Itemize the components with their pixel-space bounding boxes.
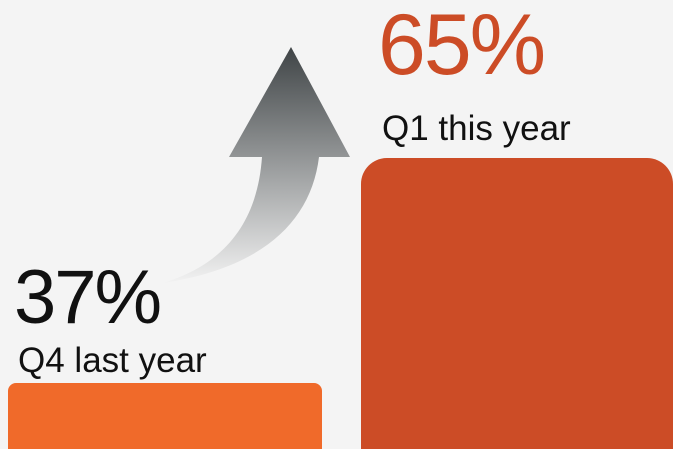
category-label-q1: Q1 this year — [382, 109, 571, 148]
arrow-shape — [163, 47, 350, 283]
bar-q4-last-year — [8, 383, 322, 449]
data-label-q4: 37% — [14, 255, 162, 340]
bar-q1-this-year — [361, 158, 673, 449]
category-label-q4: Q4 last year — [18, 341, 207, 380]
data-label-q1: 65% — [378, 0, 546, 93]
